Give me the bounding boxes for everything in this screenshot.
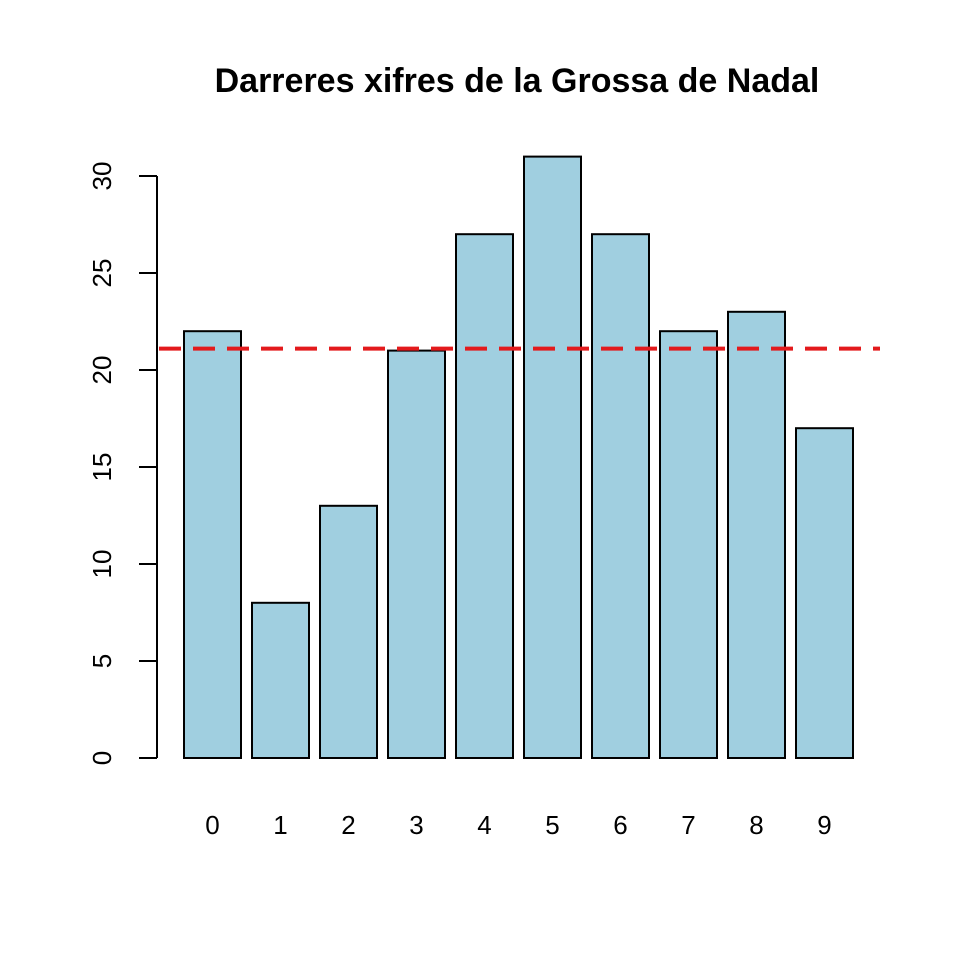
bar-6 bbox=[591, 233, 650, 759]
bar-5 bbox=[523, 155, 582, 760]
bar-3 bbox=[387, 349, 446, 759]
bar-2 bbox=[319, 504, 378, 759]
bar-4 bbox=[455, 233, 514, 759]
x-tick-label-5: 5 bbox=[545, 810, 559, 840]
y-tick-label-15: 15 bbox=[87, 453, 117, 482]
bar-9 bbox=[795, 427, 854, 759]
bar-0 bbox=[183, 330, 242, 759]
x-tick-label-6: 6 bbox=[613, 810, 627, 840]
x-tick-label-3: 3 bbox=[409, 810, 423, 840]
y-tick-label-5: 5 bbox=[87, 654, 117, 668]
bar-7 bbox=[659, 330, 718, 759]
x-tick-label-8: 8 bbox=[749, 810, 763, 840]
x-tick-label-2: 2 bbox=[341, 810, 355, 840]
x-tick-label-7: 7 bbox=[681, 810, 695, 840]
x-tick-labels: 0 1 2 3 4 5 6 7 8 9 bbox=[205, 810, 831, 840]
x-tick-label-9: 9 bbox=[817, 810, 831, 840]
x-tick-label-4: 4 bbox=[477, 810, 491, 840]
chart-title: Darreres xifres de la Grossa de Nadal bbox=[215, 62, 820, 100]
y-tick-label-20: 20 bbox=[87, 356, 117, 385]
y-tick-label-30: 30 bbox=[87, 162, 117, 191]
y-tick-label-10: 10 bbox=[87, 550, 117, 579]
y-tick-label-25: 25 bbox=[87, 259, 117, 288]
x-tick-label-0: 0 bbox=[205, 810, 219, 840]
bars-group bbox=[183, 155, 854, 760]
y-axis: 0 5 10 15 20 25 30 bbox=[87, 162, 158, 765]
bar-8 bbox=[727, 310, 786, 759]
bar-1 bbox=[251, 601, 310, 759]
x-tick-label-1: 1 bbox=[273, 810, 287, 840]
y-tick-label-0: 0 bbox=[87, 751, 117, 765]
